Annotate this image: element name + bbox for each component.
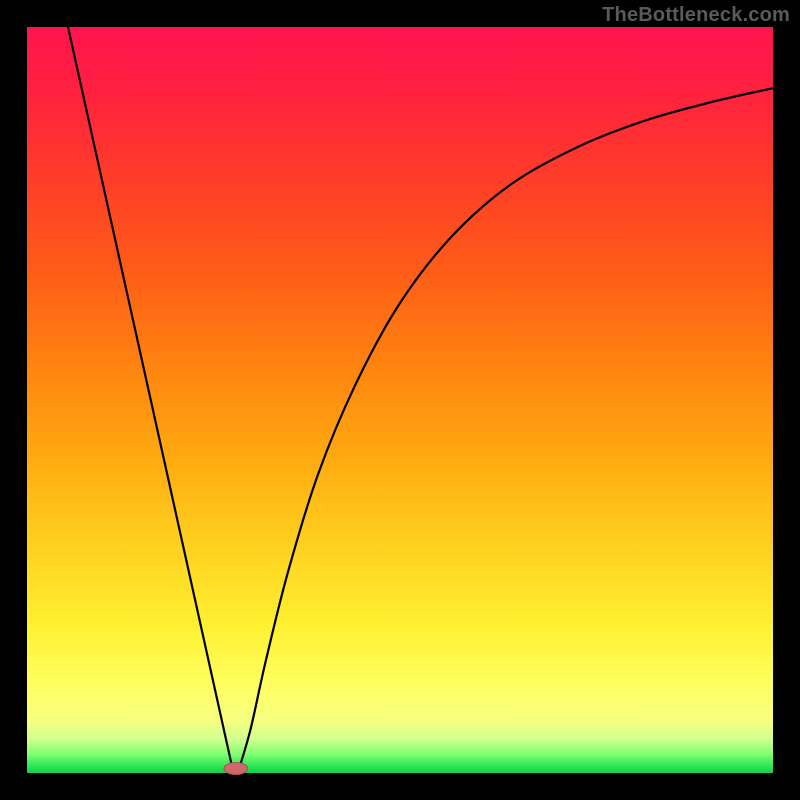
chart-svg xyxy=(0,0,800,800)
minimum-marker xyxy=(224,763,248,775)
chart-canvas: { "watermark": { "text": "TheBottleneck.… xyxy=(0,0,800,800)
watermark-text: TheBottleneck.com xyxy=(602,4,790,27)
plot-background-gradient xyxy=(27,27,773,773)
